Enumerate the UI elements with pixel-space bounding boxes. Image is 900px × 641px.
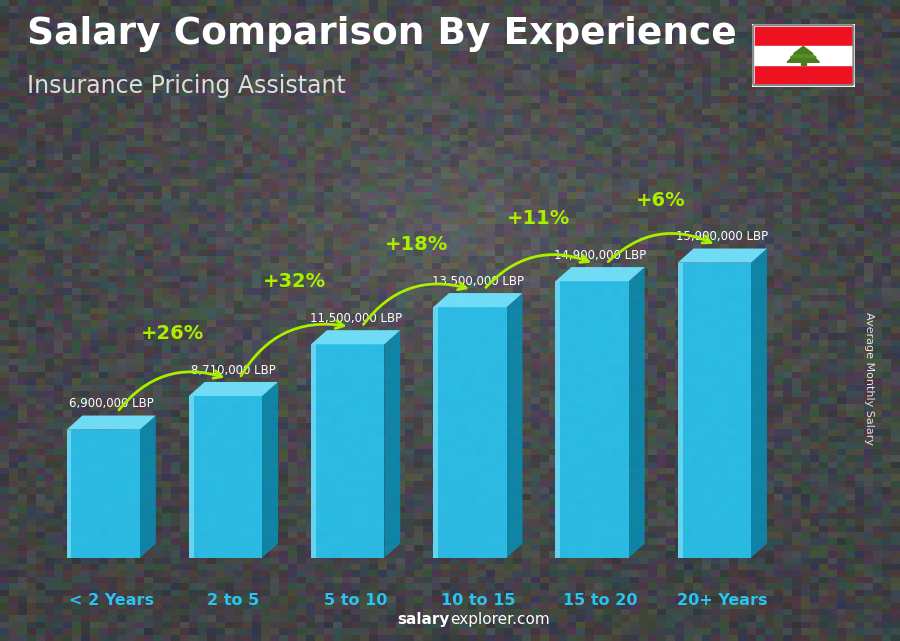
Text: Insurance Pricing Assistant: Insurance Pricing Assistant [27, 74, 346, 97]
Text: 15,900,000 LBP: 15,900,000 LBP [676, 230, 769, 243]
Polygon shape [801, 60, 806, 65]
Polygon shape [755, 26, 851, 46]
FancyArrowPatch shape [486, 254, 589, 287]
Polygon shape [311, 344, 384, 558]
Text: Salary Comparison By Experience: Salary Comparison By Experience [27, 16, 737, 52]
Polygon shape [507, 293, 522, 558]
Polygon shape [790, 48, 816, 58]
Polygon shape [678, 263, 682, 558]
Polygon shape [140, 415, 156, 558]
Polygon shape [262, 382, 278, 558]
Polygon shape [67, 415, 156, 429]
Polygon shape [555, 281, 629, 558]
Polygon shape [433, 307, 438, 558]
Polygon shape [794, 47, 813, 54]
Text: 14,900,000 LBP: 14,900,000 LBP [554, 249, 646, 262]
Text: 10 to 15: 10 to 15 [441, 593, 515, 608]
Polygon shape [629, 267, 644, 558]
Text: +18%: +18% [385, 235, 448, 254]
Polygon shape [189, 396, 194, 558]
Text: 5 to 10: 5 to 10 [324, 593, 387, 608]
Polygon shape [67, 429, 140, 558]
Text: explorer.com: explorer.com [450, 612, 550, 627]
FancyArrowPatch shape [364, 282, 466, 324]
Text: +32%: +32% [263, 272, 326, 292]
Text: 11,500,000 LBP: 11,500,000 LBP [310, 312, 401, 325]
Polygon shape [555, 267, 644, 281]
Polygon shape [555, 281, 561, 558]
Text: +26%: +26% [140, 324, 204, 343]
Polygon shape [755, 65, 851, 84]
Polygon shape [189, 382, 278, 396]
Text: 6,900,000 LBP: 6,900,000 LBP [68, 397, 154, 410]
FancyArrowPatch shape [119, 370, 221, 410]
Text: 8,710,000 LBP: 8,710,000 LBP [191, 363, 275, 377]
Polygon shape [678, 249, 767, 263]
FancyArrowPatch shape [241, 320, 344, 376]
Polygon shape [311, 344, 316, 558]
Polygon shape [751, 249, 767, 558]
Polygon shape [67, 429, 71, 558]
Text: 20+ Years: 20+ Years [677, 593, 768, 608]
Polygon shape [433, 307, 507, 558]
Text: salary: salary [398, 612, 450, 627]
Text: Average Monthly Salary: Average Monthly Salary [863, 312, 874, 445]
Text: 15 to 20: 15 to 20 [562, 593, 637, 608]
Polygon shape [189, 396, 262, 558]
Text: 13,500,000 LBP: 13,500,000 LBP [432, 275, 524, 288]
Text: +6%: +6% [636, 191, 686, 210]
Polygon shape [678, 263, 751, 558]
Polygon shape [384, 330, 400, 558]
Polygon shape [788, 47, 819, 62]
Polygon shape [311, 330, 400, 344]
Text: < 2 Years: < 2 Years [68, 593, 154, 608]
Text: 2 to 5: 2 to 5 [207, 593, 259, 608]
Polygon shape [433, 293, 522, 307]
FancyArrowPatch shape [608, 233, 711, 262]
Text: +11%: +11% [508, 210, 571, 228]
Polygon shape [755, 46, 851, 65]
